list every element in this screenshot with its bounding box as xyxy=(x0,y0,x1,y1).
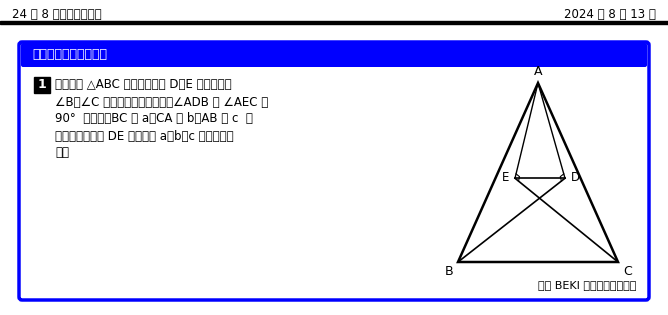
Text: 90°  である．BC ＝ a，CA ＝ b，AB ＝ c  と: 90° である．BC ＝ a，CA ＝ b，AB ＝ c と xyxy=(55,112,253,125)
Text: 右の図の △ABC において，点 D，E はそれぞれ: 右の図の △ABC において，点 D，E はそれぞれ xyxy=(55,78,232,91)
Text: 【数 BEKI 問題集中２幾何】: 【数 BEKI 問題集中２幾何】 xyxy=(538,280,636,290)
Bar xyxy=(34,77,50,93)
Text: せ．: せ． xyxy=(55,146,69,159)
FancyBboxPatch shape xyxy=(21,43,647,67)
Bar xyxy=(23,45,645,65)
FancyBboxPatch shape xyxy=(19,42,649,300)
Text: A: A xyxy=(534,65,542,78)
Text: 1: 1 xyxy=(37,78,46,91)
Text: D: D xyxy=(571,171,580,184)
Text: ワンポイント初等幾何: ワンポイント初等幾何 xyxy=(32,49,107,61)
Text: C: C xyxy=(623,265,632,278)
Bar xyxy=(23,55,645,65)
Text: ∠B，∠C の二等分線上の点で，∠ADB ＝ ∠AEC ＝: ∠B，∠C の二等分線上の点で，∠ADB ＝ ∠AEC ＝ xyxy=(55,95,269,108)
Text: E: E xyxy=(502,171,509,184)
Bar xyxy=(0,20,668,24)
Bar xyxy=(0,0,668,24)
Text: 24 年 8 月（初等幾何）: 24 年 8 月（初等幾何） xyxy=(12,9,102,21)
Text: 2024 年 8 月 13 日: 2024 年 8 月 13 日 xyxy=(564,9,656,21)
Text: B: B xyxy=(444,265,453,278)
Text: するとき，線分 DE の長さを a，b，c を使って表: するとき，線分 DE の長さを a，b，c を使って表 xyxy=(55,129,234,142)
